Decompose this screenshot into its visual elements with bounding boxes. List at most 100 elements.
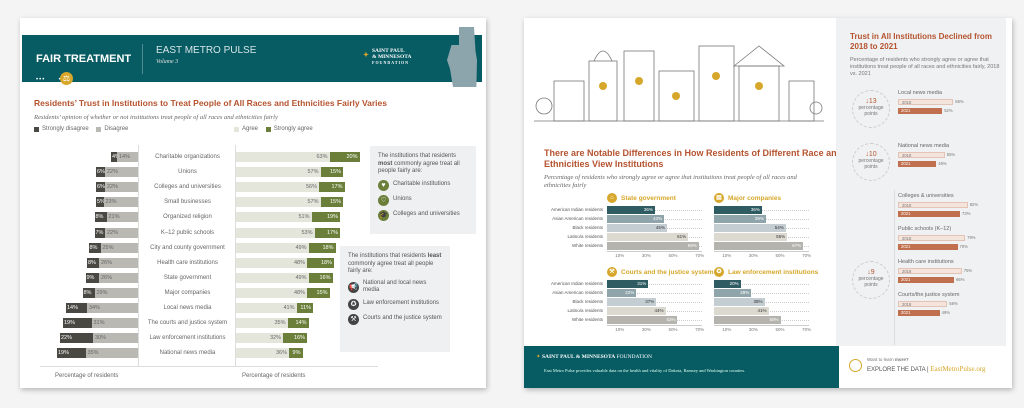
bar-strongly-agree: 15% [307, 287, 330, 298]
bar-strongly-agree: 19% [311, 212, 340, 223]
bar-strongly-disagree: 7% [94, 227, 105, 238]
race-bar: 20% [714, 280, 741, 288]
bar-agree: 35% [235, 318, 288, 329]
category-label: National news media [159, 350, 216, 357]
trend-bar-2018: 2018 [898, 301, 948, 307]
legend-label: Strongly disagree [42, 126, 89, 132]
race-label: Black residents [572, 299, 603, 304]
trend-value: 79% [967, 235, 976, 240]
divider [142, 44, 143, 74]
trend-value: 45% [938, 160, 947, 166]
race-label: Latino/a residents [567, 308, 603, 313]
trend-bar-2018: 2018 [898, 202, 968, 208]
bar-disagree: 34% [87, 303, 138, 313]
category-label: Major companies [164, 289, 211, 296]
race-bar: 38% [714, 298, 765, 306]
bar-disagree: 26% [99, 272, 138, 283]
x-axis-label-right: Percentage of residents [242, 373, 306, 379]
trend-value: 65% [955, 99, 964, 104]
badge-icon: ✪ [714, 267, 724, 277]
bar-strongly-agree: 20% [329, 152, 360, 162]
foundation-logo: ✦ SAINT PAUL & MINNESOTA FOUNDATION [363, 48, 412, 65]
drop-badge: ↓13 percentage points [852, 90, 890, 128]
bar-strongly-disagree: 19% [57, 348, 86, 359]
category-label: Organized religion [163, 214, 212, 221]
race-label: American Indian residents [550, 207, 603, 212]
bar-strongly-agree: 14% [287, 318, 309, 329]
bar-agree: 57% [235, 197, 321, 208]
category-label: Local news media [163, 305, 212, 311]
drop-badge: ↓9 percentage points [852, 261, 890, 299]
sidebar-title: Trust in All Institutions Declined from … [850, 32, 992, 51]
trend-value: 73% [962, 210, 971, 216]
race-label: American Indian residents [550, 281, 603, 286]
bar-strongly-agree: 9% [289, 348, 303, 359]
logo-line: FOUNDATION [372, 60, 410, 65]
bar-strongly-agree: 16% [308, 272, 333, 283]
trend-sidebar: Trust in All Institutions Declined from … [836, 18, 1006, 346]
x-tick: 50% [668, 327, 678, 332]
bar-disagree: 26% [99, 257, 138, 268]
axis-line [714, 251, 809, 252]
category-label: State government [163, 274, 212, 281]
left-page: FAIR TREATMENT EAST METRO PULSE Volume 3… [20, 18, 486, 388]
axis-line [607, 325, 702, 326]
gavel-icon: ⚒ [348, 313, 359, 325]
race-label: Latino/a residents [567, 234, 603, 239]
section-title: FAIR TREATMENT [36, 53, 132, 65]
race-bar: 55% [714, 233, 788, 241]
trend-value: 66% [956, 276, 965, 282]
race-bar: 44% [607, 307, 666, 315]
panel-title-text: Courts and the justice system [621, 268, 714, 276]
race-bar: 37% [607, 298, 657, 306]
section-subtitle: Percentage of residents who strongly agr… [544, 174, 797, 189]
bar-agree: 51% [235, 212, 312, 223]
header-band: FAIR TREATMENT EAST METRO PULSE Volume 3… [22, 27, 482, 87]
site-link[interactable]: EastMetroPulse.org [930, 365, 986, 373]
panel-title: ✪ Law enforcement institutions [714, 267, 818, 277]
legend-label: Disagree [104, 126, 129, 132]
trend-category: Health care institutions [898, 259, 954, 265]
progress-dots: ••• • [36, 77, 62, 83]
gridline [714, 283, 809, 285]
race-label: White residents [571, 317, 603, 322]
x-tick: 10% [615, 327, 625, 332]
bar-strongly-disagree: 6% [96, 167, 105, 178]
trend-bar-2018: 2018 [898, 235, 966, 241]
bar-agree: 32% [235, 333, 283, 344]
category-label: K–12 public schools [160, 229, 215, 236]
bracket-line [894, 190, 895, 345]
gridline [607, 292, 702, 294]
bar-disagree: 23% [103, 197, 138, 208]
legend-label: Agree [242, 126, 259, 132]
legend-agree: Agree Strongly agree [234, 126, 313, 132]
bar-strongly-disagree: 8% [87, 257, 99, 268]
panel-title: ▤ Major companies [714, 193, 781, 203]
category-label: Colleges and universities [154, 184, 221, 191]
bar-strongly-agree: 15% [320, 167, 343, 178]
bar-strongly-agree: 11% [296, 303, 313, 313]
bar-strongly-disagree: 8% [88, 242, 101, 253]
gridline [607, 283, 702, 285]
panel-title-text: Law enforcement institutions [728, 268, 819, 276]
gavel-icon: ⚒ [607, 267, 617, 277]
trend-value: 70% [959, 243, 968, 249]
race-bar: 39% [714, 215, 766, 223]
race-bar: 43% [607, 215, 665, 223]
category-label: The courts and justice system [147, 320, 228, 327]
callout-item: ♡ Unions [378, 194, 468, 206]
panel-title-text: State government [621, 194, 676, 202]
x-tick: 70% [695, 327, 705, 332]
trend-bar-2021: 2021 [898, 107, 943, 114]
x-tick: 50% [775, 253, 785, 258]
callout-item: 📢 National and local news media [348, 279, 427, 293]
explore-line: EXPLORE THE DATA | EastMetroPulse.org [867, 365, 986, 373]
axis-line [607, 251, 702, 252]
category-label: Unions [178, 169, 197, 176]
category-label: City and county government [150, 244, 225, 251]
bar-disagree: 25% [100, 242, 138, 253]
trend-category: Colleges & universities [898, 193, 954, 199]
bar-strongly-agree: 17% [314, 227, 340, 238]
bar-disagree: 22% [105, 182, 138, 193]
bar-strongly-agree: 16% [283, 333, 307, 344]
